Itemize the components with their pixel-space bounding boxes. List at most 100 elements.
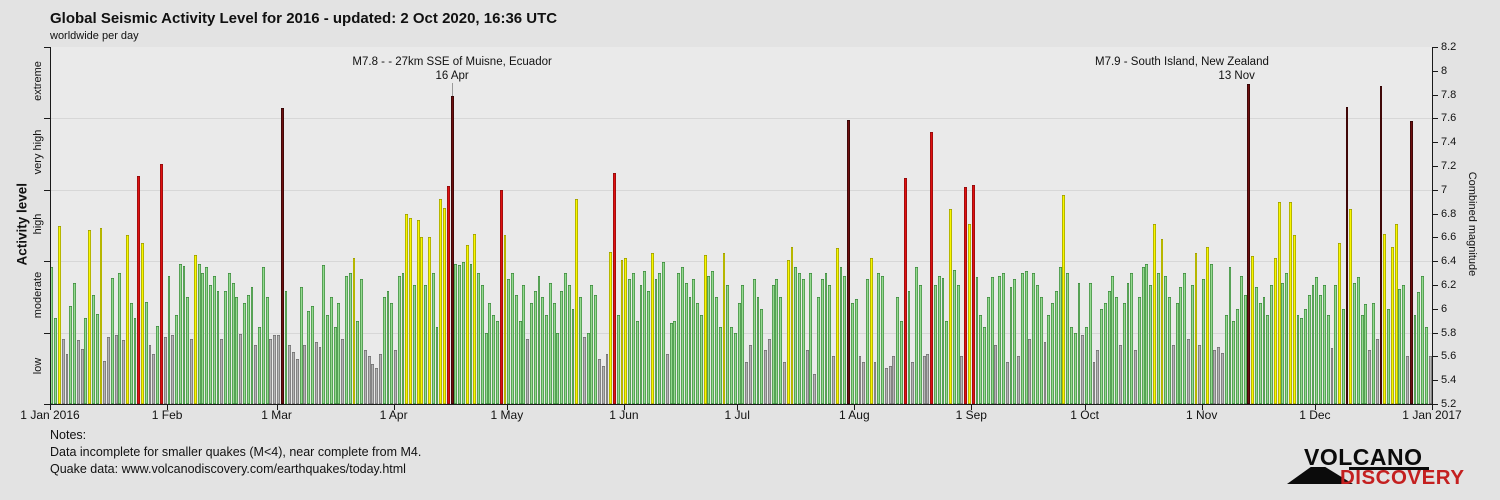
- band-label-extreme: extreme: [32, 60, 44, 101]
- month-tick: [506, 404, 508, 410]
- day-bar: [548, 282, 552, 404]
- day-bar: [1428, 356, 1432, 404]
- month-tick: [276, 404, 278, 410]
- day-bar: [1300, 318, 1304, 404]
- left-axis-tick: [44, 261, 50, 263]
- day-bar: [462, 262, 465, 404]
- day-bar: [514, 294, 518, 404]
- month-tick: [737, 404, 739, 410]
- day-bar: [348, 273, 352, 404]
- day-bar: [571, 308, 575, 404]
- day-bar: [749, 344, 752, 404]
- day-bar: [968, 224, 971, 404]
- day-bar: [1266, 314, 1270, 404]
- right-tick-label: 8: [1441, 64, 1448, 77]
- day-bar: [930, 131, 934, 404]
- day-bar: [945, 320, 949, 404]
- day-bar: [129, 302, 133, 404]
- day-bar: [277, 335, 280, 404]
- day-bar: [1073, 332, 1077, 404]
- day-bar: [707, 275, 711, 404]
- day-bar: [711, 270, 715, 404]
- day-bar: [367, 356, 371, 404]
- right-tick-label: 5.6: [1441, 350, 1457, 363]
- plot-area: [50, 47, 1432, 404]
- day-bar: [1130, 273, 1134, 404]
- day-bar: [518, 320, 522, 404]
- day-bar: [1379, 86, 1383, 404]
- day-bar: [960, 356, 964, 404]
- day-bar: [65, 354, 69, 404]
- day-bar: [839, 267, 843, 404]
- day-bar: [54, 318, 58, 404]
- day-bar: [1402, 285, 1406, 404]
- day-bar: [1024, 270, 1028, 404]
- day-bar: [911, 362, 915, 404]
- day-bar: [1054, 290, 1058, 404]
- day-bar: [382, 296, 386, 404]
- day-bar: [1322, 285, 1326, 404]
- day-bar: [1341, 308, 1345, 404]
- day-bar: [1243, 294, 1247, 404]
- month-tick: [1201, 404, 1203, 410]
- day-bar: [152, 354, 156, 404]
- month-label: 1 Jul: [724, 408, 750, 422]
- month-label: 1 Oct: [1070, 408, 1099, 422]
- day-bar: [95, 313, 99, 404]
- day-bar: [983, 326, 986, 404]
- day-bar: [1319, 294, 1323, 404]
- day-bar: [541, 296, 545, 404]
- day-bar: [1311, 285, 1315, 404]
- day-bar: [1288, 201, 1292, 404]
- day-bar: [1285, 273, 1289, 404]
- day-bar: [722, 252, 726, 404]
- day-bar: [1164, 275, 1168, 404]
- day-bar: [779, 296, 783, 404]
- right-axis-tick: [1432, 285, 1438, 286]
- day-bar: [197, 263, 201, 404]
- day-bar: [50, 267, 54, 404]
- day-bar: [125, 235, 129, 404]
- day-bar: [107, 337, 110, 404]
- day-bar: [1134, 350, 1138, 404]
- day-bar: [344, 275, 348, 404]
- right-axis-tick: [1432, 332, 1438, 334]
- day-bar: [488, 302, 492, 404]
- day-bar: [261, 267, 265, 404]
- day-bar: [805, 350, 809, 404]
- day-bar: [986, 296, 990, 404]
- annotation-date-text: 16 Apr: [435, 70, 469, 82]
- right-axis-tick: [1432, 380, 1438, 382]
- day-bar: [360, 279, 363, 404]
- right-axis-tick: [1432, 166, 1438, 167]
- day-bar: [1017, 356, 1020, 404]
- day-bar: [1307, 294, 1311, 404]
- band-label-high: high: [32, 213, 44, 234]
- right-axis-tick: [1432, 404, 1438, 405]
- day-bar: [813, 374, 817, 404]
- day-bar: [1421, 275, 1424, 404]
- day-bar: [1051, 302, 1054, 404]
- day-bar: [586, 332, 590, 404]
- day-bar: [643, 270, 647, 404]
- day-bar: [454, 263, 458, 404]
- day-bar: [764, 350, 767, 404]
- day-bar: [1277, 201, 1281, 404]
- day-bar: [435, 326, 439, 404]
- day-bar: [964, 187, 968, 404]
- month-label: 1 Jun: [609, 408, 639, 422]
- day-bar: [231, 282, 235, 404]
- day-bar: [1088, 282, 1092, 404]
- day-bar: [507, 279, 511, 404]
- day-bar: [892, 356, 896, 404]
- month-label: 1 Apr: [379, 408, 408, 422]
- day-bar: [148, 344, 152, 404]
- gridline: [50, 332, 1432, 334]
- day-bar: [552, 302, 556, 404]
- day-bar: [1032, 273, 1036, 404]
- day-bar: [352, 257, 356, 404]
- right-axis-tick: [1432, 118, 1438, 120]
- month-label: 1 Nov: [1186, 408, 1218, 422]
- month-tick: [623, 404, 625, 410]
- day-bar: [356, 320, 360, 404]
